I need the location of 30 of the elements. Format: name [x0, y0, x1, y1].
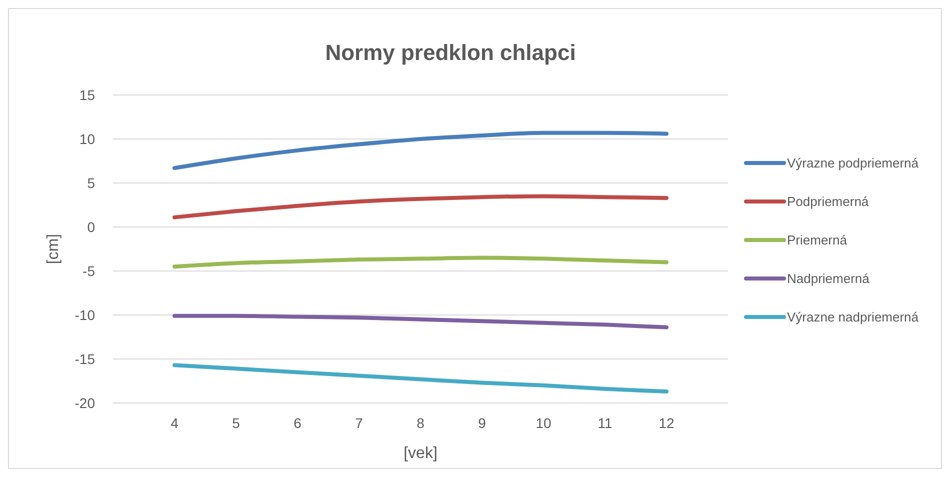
chart-title: Normy predklon chlapci — [325, 40, 576, 65]
line-series — [172, 130, 668, 170]
x-tick-label: 8 — [416, 415, 425, 431]
x-axis-title: [vek] — [404, 445, 438, 462]
x-tick-label: 9 — [478, 415, 486, 431]
x-tick-label: 10 — [536, 415, 552, 431]
x-tick-label: 5 — [232, 415, 240, 431]
y-tick-label: 15 — [79, 86, 96, 103]
line-series — [172, 194, 668, 220]
legend-label: Výrazne nadpriemerná — [787, 310, 920, 325]
x-tick-label: 4 — [170, 415, 179, 431]
y-tick-label: -20 — [74, 394, 96, 411]
y-tick-label: 10 — [79, 130, 96, 147]
line-series — [172, 314, 668, 330]
y-tick-label: -15 — [74, 350, 96, 367]
y-tick-label: -5 — [82, 262, 96, 279]
line-series — [172, 256, 668, 269]
legend-label: Výrazne podpriemerná — [787, 156, 920, 171]
y-tick-label: 0 — [87, 218, 96, 235]
x-tick-label: 11 — [598, 415, 612, 431]
y-axis-title: [cm] — [45, 234, 62, 264]
x-tick-label: 12 — [658, 415, 674, 431]
x-tick-label: 6 — [294, 415, 302, 431]
line-series — [172, 363, 668, 394]
legend-label: Nadpriemerná — [787, 271, 870, 286]
legend-label: Priemerná — [787, 232, 848, 248]
legend-label: Podpriemerná — [787, 194, 870, 210]
y-tick-label: 5 — [87, 174, 96, 191]
x-tick-label: 7 — [355, 415, 364, 431]
y-tick-label: -10 — [74, 306, 96, 323]
